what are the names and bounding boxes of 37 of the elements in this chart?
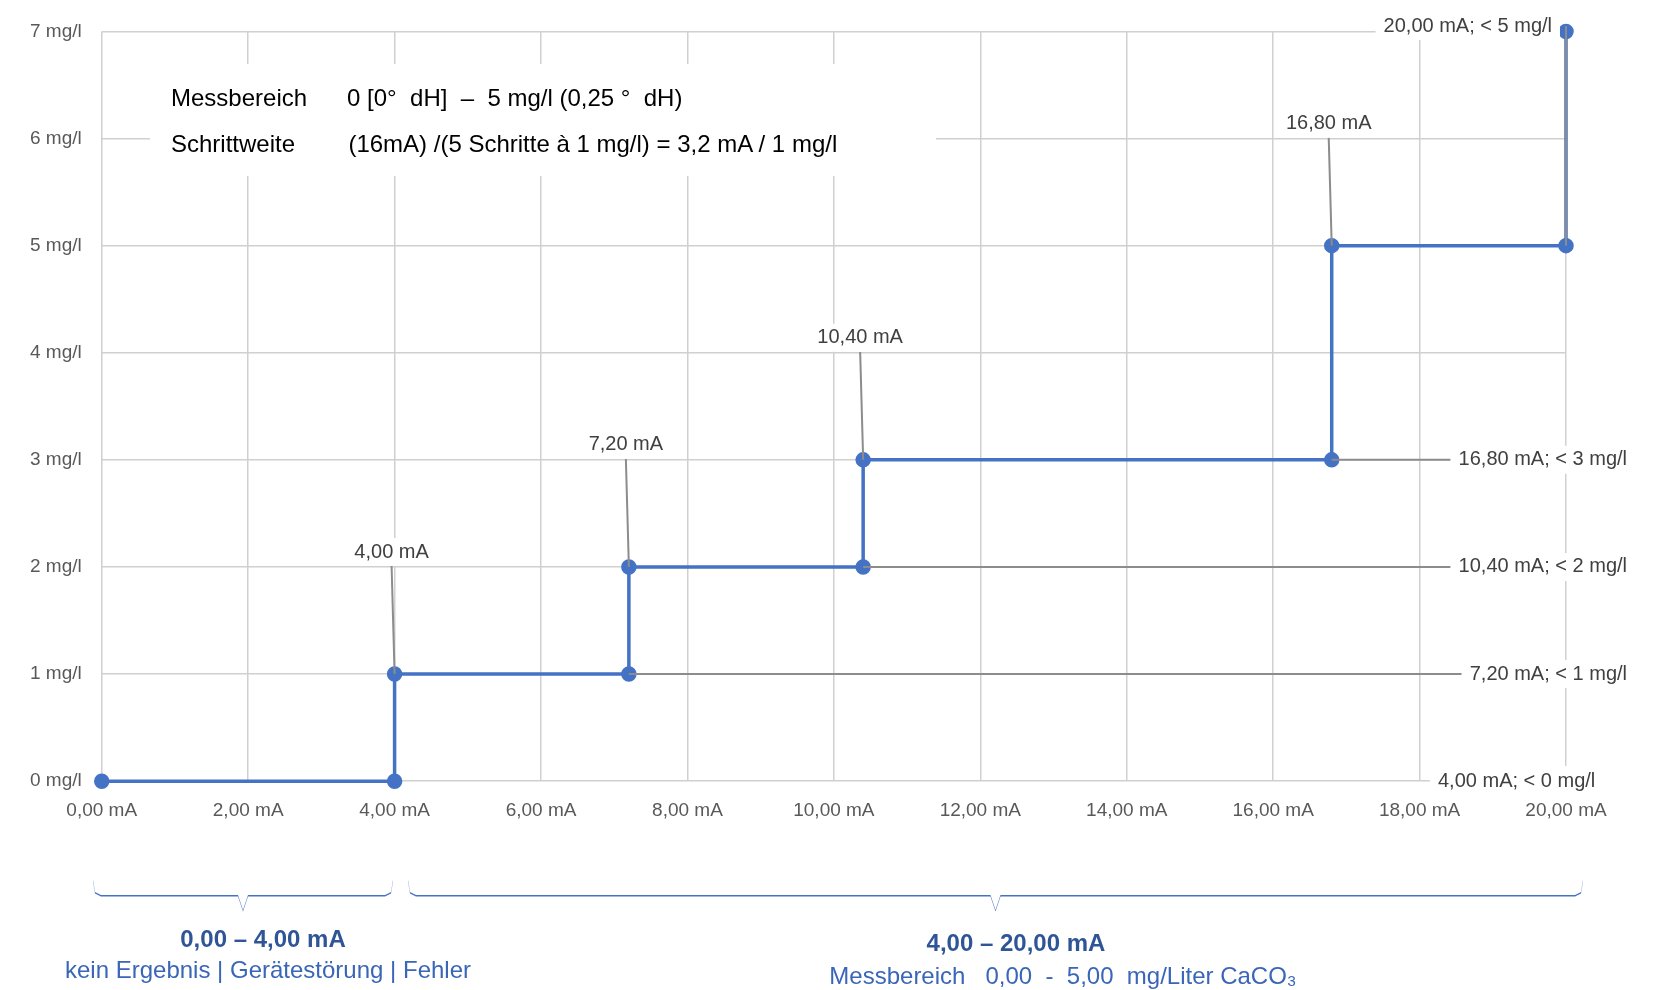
annotation: 10,40 mA <box>817 325 904 348</box>
point <box>386 773 403 789</box>
x-tick-label: 10,00 mA <box>793 798 875 820</box>
annotation: 16,80 mA; < 3 mg/l <box>1458 447 1627 470</box>
x-tick-label: 18,00 mA <box>1378 798 1461 820</box>
y-tick-label: 0 mg/l <box>29 769 82 791</box>
point <box>93 773 110 789</box>
text: Messbereich 0,00 - 5,00 mg/Liter CaCO₃ <box>828 961 1298 990</box>
y-tick-label: 3 mg/l <box>29 448 82 470</box>
text: 0,00 – 4,00 mA <box>179 924 347 954</box>
x-tick-label: 0,00 mA <box>66 798 138 820</box>
y-tick-label: 7 mg/l <box>29 19 82 41</box>
annotation: 20,00 mA; < 5 mg/l <box>1383 13 1552 36</box>
annotation: Schrittweite (16mA) /(5 Schritte à 1 mg/l) = 3,2 mA / 1 mg/l <box>171 130 838 158</box>
annotation: 10,40 mA; < 2 mg/l <box>1458 554 1627 577</box>
annotation: Messbereich 0 [0° dH] – 5 mg/l (0,25 ° dH) <box>171 84 683 112</box>
y-tick-label: 1 mg/l <box>29 662 82 684</box>
x-tick-label: 4,00 mA <box>359 798 431 820</box>
annotation: 4,00 mA <box>354 539 430 562</box>
text-box: Messbereich 0 [0° dH] – 5 mg/l (0,25 ° dH) Schrittweite (16mA) /(5 Schritte à 1 mg/l) = 3,2 mA / 1 mg/l <box>150 64 936 176</box>
annotation: 4,00 mA; < 0 mg/l <box>1430 766 1604 794</box>
x-tick-label: 12,00 mA <box>939 798 1022 820</box>
x-tick-label: 2,00 mA <box>212 798 284 820</box>
y-tick-label: 6 mg/l <box>29 126 82 148</box>
annotation: 7,20 mA; < 1 mg/l <box>1469 661 1627 684</box>
x-tick-label: 16,00 mA <box>1232 798 1315 820</box>
y-tick-label: 2 mg/l <box>29 555 82 577</box>
text: kein Ergebnis | Gerätestörung | Fehler <box>64 955 472 985</box>
y-tick-label: 5 mg/l <box>29 233 82 255</box>
x-tick-label: 8,00 mA <box>652 798 724 820</box>
y-tick-label: 4 mg/l <box>29 340 82 362</box>
annotation: 7,20 mA <box>588 432 664 455</box>
x-tick-label: 6,00 mA <box>505 798 577 820</box>
x-tick-label: 20,00 mA <box>1525 798 1607 820</box>
x-tick-label: 14,00 mA <box>1086 798 1168 820</box>
text: 4,00 – 20,00 mA <box>925 928 1107 958</box>
annotation: 16,80 mA <box>1285 111 1373 134</box>
